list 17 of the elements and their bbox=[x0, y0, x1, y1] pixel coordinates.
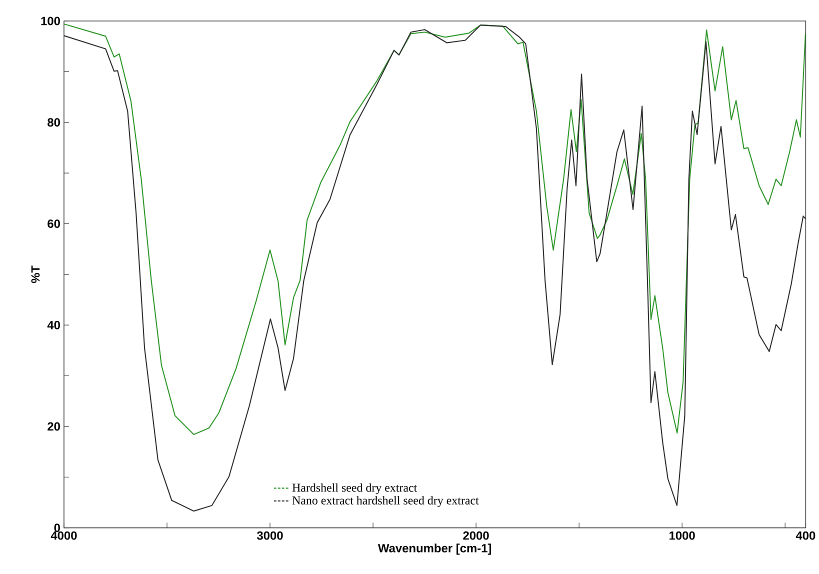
x-axis-title: Wavenumber [cm-1] bbox=[378, 544, 492, 555]
y-tick-label: 60 bbox=[48, 220, 60, 228]
legend-label: Nano extract hardshell seed dry extract bbox=[292, 496, 479, 508]
line-series bbox=[64, 24, 806, 512]
y-tick-label: 0 bbox=[54, 524, 60, 532]
legend-label: Hardshell seed dry extract bbox=[292, 483, 418, 494]
x-tick-label: 1000 bbox=[670, 531, 695, 540]
y-tick-label: 80 bbox=[48, 118, 60, 127]
y-tick-label: 40 bbox=[47, 320, 60, 330]
x-tick-label: 2000 bbox=[463, 531, 489, 540]
x-tick-label: 400 bbox=[796, 531, 816, 540]
y-tick-label: 20 bbox=[48, 422, 60, 431]
y-tick-label: 100 bbox=[41, 16, 60, 26]
x-tick-label: 3000 bbox=[257, 531, 283, 540]
x-tick-label: 4000 bbox=[50, 531, 77, 540]
y-axis-title: %T bbox=[31, 266, 40, 284]
line-series bbox=[64, 24, 806, 436]
